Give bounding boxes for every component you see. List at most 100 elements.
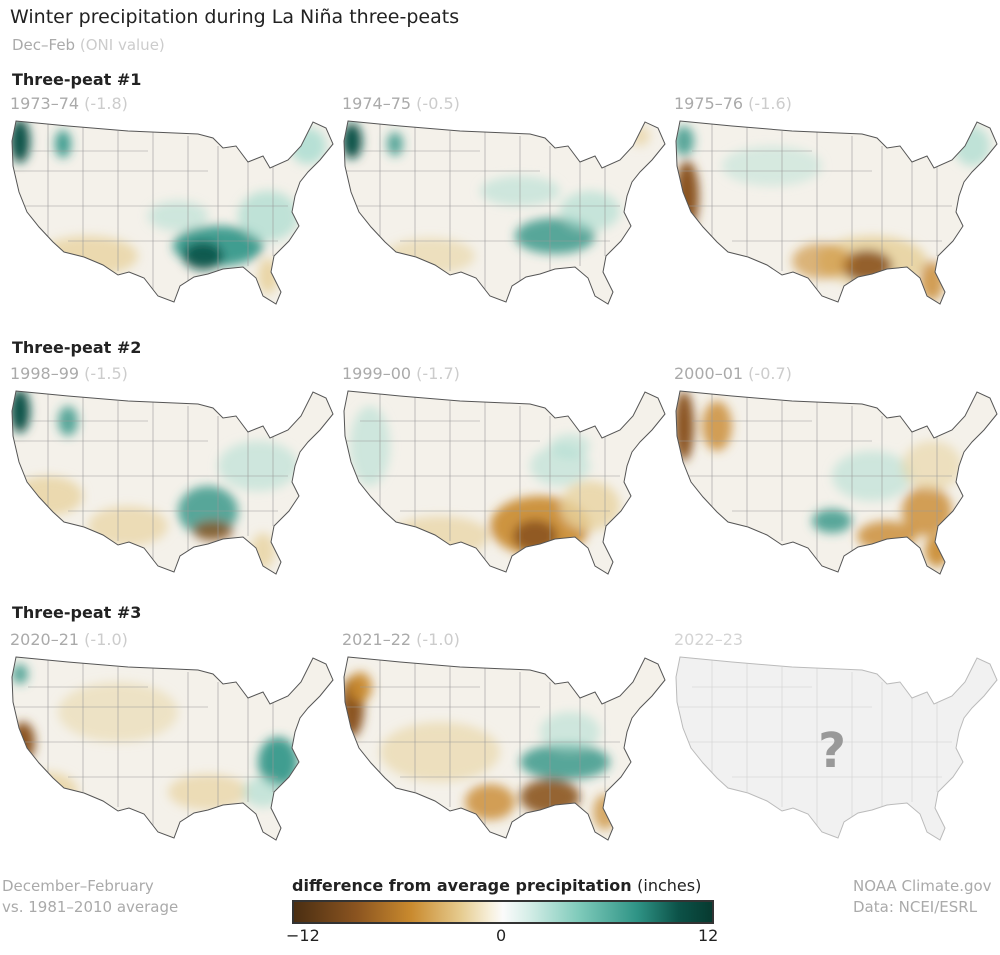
precip-anomaly-region	[258, 737, 298, 787]
precip-anomaly-region	[390, 516, 490, 556]
precip-anomaly-region	[540, 712, 600, 752]
state-borders	[12, 391, 288, 561]
state-borders	[344, 121, 620, 291]
precip-anomaly-region	[387, 132, 403, 156]
panel-years: 1973–74	[10, 94, 80, 113]
precip-anomaly-region	[385, 238, 475, 274]
us-outline	[11, 656, 334, 841]
panel-oni: (-1.5)	[84, 364, 128, 383]
footer-season: December–February	[2, 877, 154, 895]
panel-years: 1999–00	[342, 364, 412, 383]
legend-colorbar	[292, 900, 714, 924]
precip-anomaly-region	[218, 441, 298, 491]
precip-anomaly-region	[702, 401, 732, 451]
footer-credit: NOAA Climate.gov	[853, 877, 992, 895]
precip-anomaly-region	[550, 434, 590, 458]
panel-oni: (-1.7)	[416, 364, 460, 383]
main-title: Winter precipitation during La Niña thre…	[10, 6, 460, 28]
unknown-mark: ?	[818, 723, 846, 779]
precip-anomaly-region	[183, 242, 223, 270]
precip-anomaly-region	[630, 126, 650, 146]
state-borders	[12, 121, 288, 291]
panel-oni: (-0.5)	[416, 94, 460, 113]
precip-anomaly-region	[148, 201, 208, 231]
footer-baseline: vs. 1981–2010 average	[2, 898, 179, 916]
us-outline	[343, 656, 666, 841]
panel-label-2021–22: 2021–22 (-1.0)	[342, 630, 460, 649]
panel-years: 1974–75	[342, 94, 412, 113]
panel-label-1998–99: 1998–99 (-1.5)	[10, 364, 128, 383]
panel-label-1975–76: 1975–76 (-1.6)	[674, 94, 792, 113]
us-outline	[11, 120, 334, 305]
legend-title: difference from average precipitation (i…	[292, 876, 701, 895]
us-land	[676, 657, 997, 840]
us-outline	[343, 120, 666, 305]
precip-anomaly-region	[344, 123, 362, 159]
precip-anomaly-region	[55, 130, 71, 158]
panel-oni: (-0.7)	[748, 364, 792, 383]
map-2000–01	[675, 390, 998, 575]
map-2020–21	[11, 656, 334, 841]
panel-label-2022–23: 2022–23	[674, 630, 743, 649]
precip-anomaly-region	[238, 191, 298, 241]
subtitle-oni: (ONI value)	[79, 36, 165, 54]
precip-anomaly-region	[465, 784, 515, 820]
panel-label-1973–74: 1973–74 (-1.8)	[10, 94, 128, 113]
state-borders	[676, 657, 952, 827]
panel-oni: (-1.8)	[84, 94, 128, 113]
map-1975–76	[675, 120, 998, 305]
precip-anomaly-region	[560, 481, 620, 531]
panel-oni: (-1.0)	[416, 630, 460, 649]
map-2022–23: ?	[675, 656, 998, 841]
precip-anomaly-region	[920, 261, 944, 301]
precip-anomaly-region	[18, 772, 78, 812]
precip-anomaly-region	[722, 146, 822, 186]
state-borders	[344, 657, 620, 827]
precip-anomaly-region	[902, 441, 962, 491]
panel-label-1974–75: 1974–75 (-0.5)	[342, 94, 460, 113]
precip-anomaly-region	[792, 243, 852, 279]
precip-anomaly-region	[12, 664, 28, 684]
footer-right: NOAA Climate.gov Data: NCEI/ESRL	[853, 876, 992, 918]
precip-anomaly-region	[520, 744, 610, 780]
us-outline	[11, 390, 334, 575]
group-label-2: Three-peat #2	[12, 338, 142, 357]
panel-years: 1975–76	[674, 94, 744, 113]
panel-years: 2022–23	[674, 630, 744, 649]
panel-years: 2020–21	[10, 630, 80, 649]
subtitle: Dec–Feb (ONI value)	[12, 36, 165, 54]
panel-oni: (-1.6)	[748, 94, 792, 113]
state-borders	[12, 657, 288, 827]
legend-max: 12	[698, 926, 719, 945]
map-2021–22	[343, 656, 666, 841]
panel-label-1999–00: 1999–00 (-1.7)	[342, 364, 460, 383]
state-borders	[344, 391, 620, 561]
panel-label-2000–01: 2000–01 (-0.7)	[674, 364, 792, 383]
panel-oni: (-1.0)	[84, 630, 128, 649]
state-borders	[676, 391, 952, 561]
subtitle-season: Dec–Feb	[12, 36, 76, 54]
panel-label-2020–21: 2020–21 (-1.0)	[10, 630, 128, 649]
legend-mid: 0	[496, 926, 507, 945]
precip-anomaly-region	[513, 520, 557, 552]
us-outline	[343, 390, 666, 575]
panel-years: 2021–22	[342, 630, 412, 649]
precip-anomaly-region	[258, 258, 278, 294]
legend-unit: (inches)	[637, 876, 702, 895]
precip-anomaly-region	[812, 509, 852, 533]
precip-anomaly-region	[12, 121, 30, 163]
us-outline	[675, 656, 998, 841]
footer-data-source: Data: NCEI/ESRL	[853, 898, 978, 916]
precip-anomaly-region	[193, 521, 233, 541]
footer-left: December–February vs. 1981–2010 average	[2, 876, 178, 918]
map-1974–75	[343, 120, 666, 305]
panel-years: 1998–99	[10, 364, 80, 383]
group-label-3: Three-peat #3	[12, 603, 142, 622]
map-1999–00	[343, 390, 666, 575]
legend-min: −12	[286, 926, 320, 945]
precip-anomaly-region	[243, 777, 283, 807]
us-outline	[675, 120, 998, 305]
precip-anomaly-region	[380, 722, 500, 782]
group-label-1: Three-peat #1	[12, 70, 142, 89]
